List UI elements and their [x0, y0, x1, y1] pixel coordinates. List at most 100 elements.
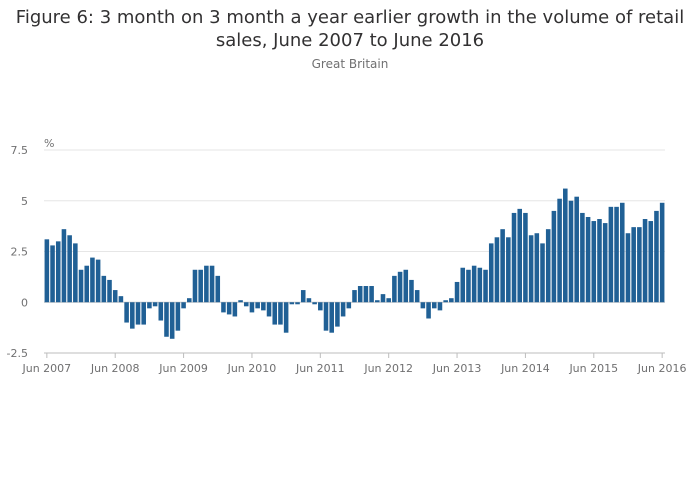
y-tick-label: 2.5	[11, 246, 29, 259]
bar	[454, 281, 460, 303]
bar	[363, 286, 369, 303]
bar	[346, 302, 352, 309]
bar	[437, 302, 443, 311]
bar	[477, 267, 483, 303]
bar	[574, 196, 579, 303]
bar	[175, 302, 181, 331]
bar	[255, 302, 260, 309]
x-tick-label: Jun 2010	[227, 362, 277, 375]
bar	[409, 279, 414, 303]
bar	[238, 300, 243, 303]
bar	[551, 210, 557, 303]
bar	[61, 229, 67, 303]
y-axis-unit-label: %	[44, 137, 54, 150]
bar	[158, 302, 164, 321]
bar	[84, 265, 90, 303]
bar	[580, 212, 585, 303]
bar	[403, 269, 409, 303]
bar	[648, 221, 654, 303]
bar	[426, 302, 431, 319]
bar	[494, 237, 500, 303]
bar	[152, 302, 158, 307]
bar	[221, 302, 226, 313]
bar	[283, 302, 289, 333]
bar	[147, 302, 152, 309]
x-tick-label: Jun 2008	[90, 362, 140, 375]
x-tick-label: Jun 2016	[637, 362, 687, 375]
bar	[278, 302, 283, 325]
bar	[631, 227, 636, 303]
bar	[597, 219, 602, 303]
bar	[386, 298, 391, 303]
y-tick-label: 0	[21, 296, 28, 309]
bar	[534, 233, 540, 303]
bar	[397, 271, 403, 303]
bar	[135, 302, 141, 325]
bar	[614, 206, 619, 303]
bar	[198, 269, 203, 303]
bar	[187, 298, 192, 303]
bars	[44, 188, 665, 339]
bar	[95, 259, 101, 303]
bar	[243, 302, 249, 307]
bar	[449, 298, 454, 303]
bar	[55, 241, 61, 303]
bar	[50, 245, 55, 303]
bar	[659, 202, 665, 303]
bar	[523, 212, 528, 303]
bar	[591, 221, 597, 303]
bar	[625, 233, 631, 303]
bar	[466, 269, 471, 303]
x-tick-label: Jun 2015	[568, 362, 618, 375]
bar	[164, 302, 169, 337]
bar	[204, 265, 209, 303]
bar	[431, 302, 437, 309]
bar	[420, 302, 426, 309]
x-tick-label: Jun 2014	[500, 362, 550, 375]
bar	[568, 200, 574, 303]
bar	[289, 302, 295, 305]
bar	[340, 302, 346, 317]
bar	[585, 216, 591, 303]
bar	[488, 243, 494, 303]
bar	[141, 302, 146, 325]
bar	[232, 302, 238, 317]
y-tick-label: -2.5	[7, 347, 28, 360]
bar	[460, 267, 466, 303]
bar	[312, 302, 317, 305]
bar	[101, 275, 107, 303]
y-tick-label: 7.5	[11, 144, 29, 157]
bar	[414, 290, 420, 303]
bar	[506, 237, 511, 303]
bar	[540, 243, 545, 303]
bar	[118, 296, 124, 303]
axes: -2.5 0 2.5 5 7.5 Jun 2007 Jun 2008 Jun 2009 Jun …	[7, 144, 687, 375]
bar	[563, 188, 568, 303]
bar	[261, 302, 266, 311]
x-tick-label: Jun 2012	[363, 362, 413, 375]
bar	[181, 302, 186, 309]
bar	[471, 265, 477, 303]
bar	[73, 243, 78, 303]
bar	[329, 302, 334, 333]
bar	[226, 302, 232, 315]
bar	[557, 198, 562, 303]
x-tick-label: Jun 2011	[295, 362, 345, 375]
bar	[642, 219, 648, 303]
bar	[619, 202, 625, 303]
bar	[295, 302, 300, 305]
bar	[107, 279, 112, 303]
bar	[130, 302, 135, 329]
bar	[545, 229, 551, 303]
bar	[209, 265, 215, 303]
x-tick-label: Jun 2013	[432, 362, 482, 375]
bar	[483, 269, 488, 303]
bar	[602, 223, 608, 303]
chart-subtitle: Great Britain	[311, 57, 389, 71]
bar	[306, 298, 312, 303]
bar	[318, 302, 323, 311]
bar	[375, 300, 380, 303]
bar	[112, 290, 118, 303]
bar	[192, 269, 198, 303]
